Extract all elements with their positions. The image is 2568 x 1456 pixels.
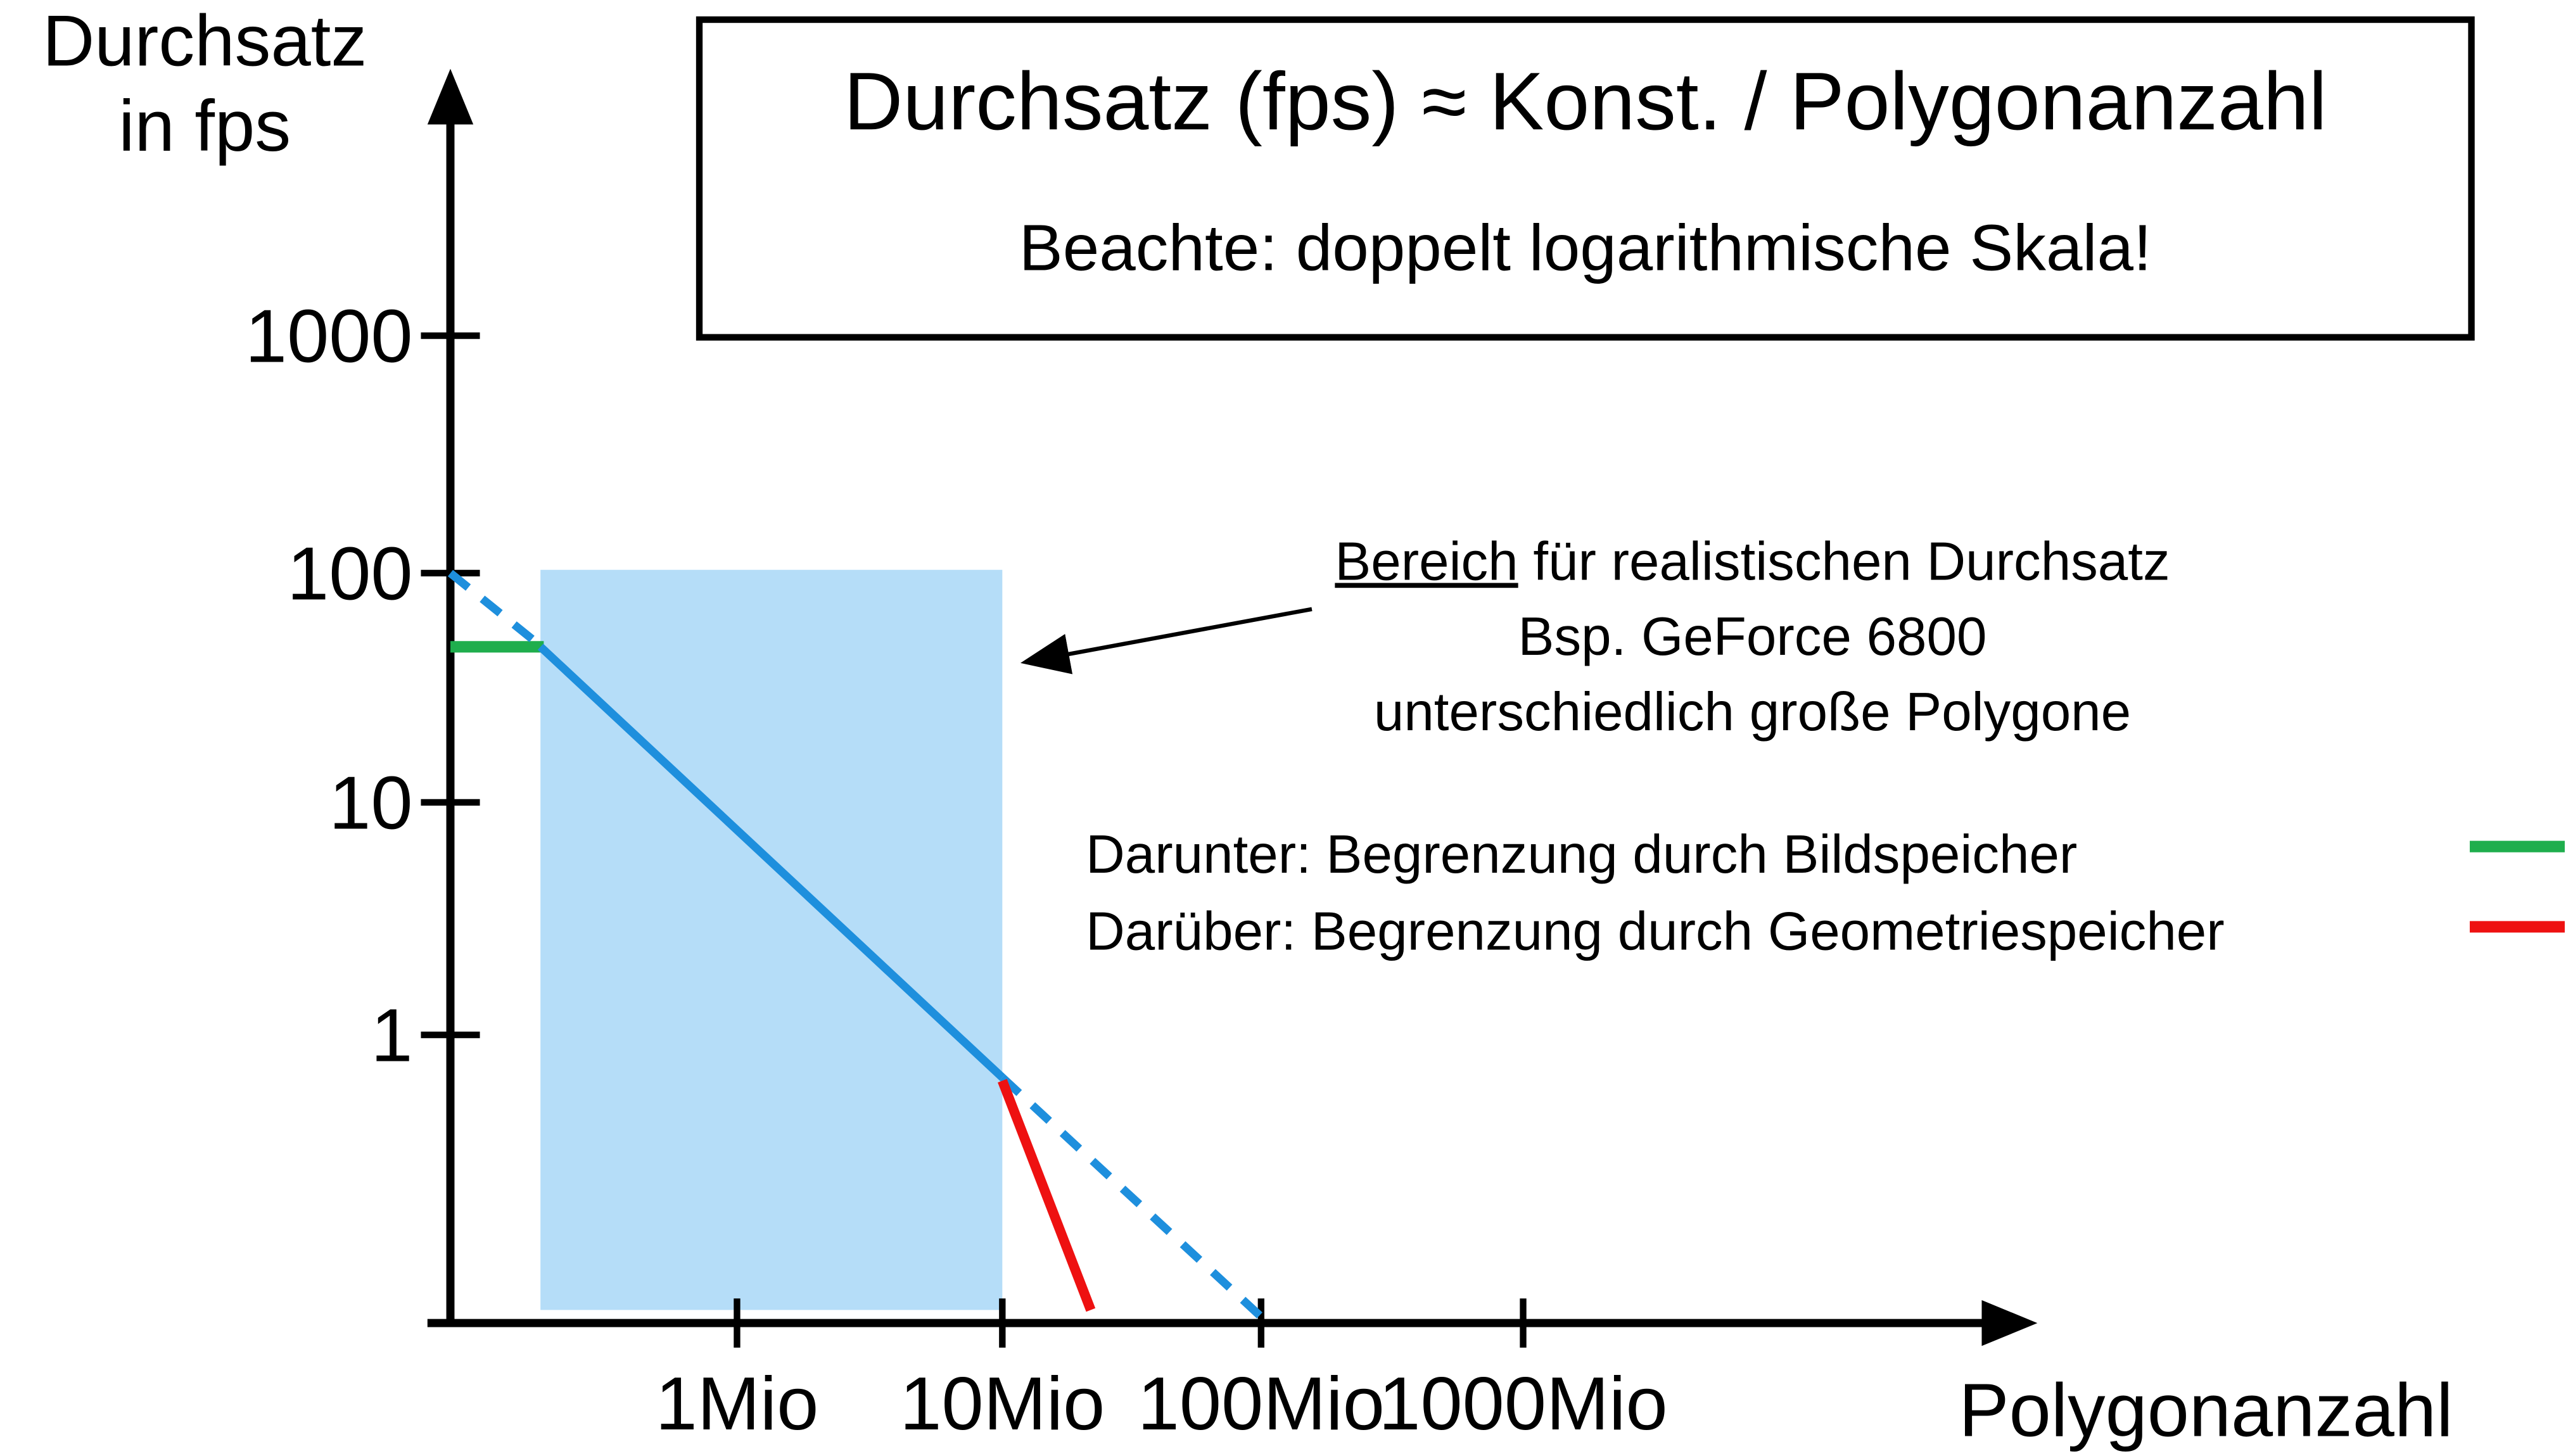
title-box: Durchsatz (fps) ≈ Konst. / Polygonanzahl…: [696, 16, 2475, 341]
x-axis-title: Polygonanzahl: [1959, 1367, 2453, 1453]
y-tick-label-1000: 1000: [245, 293, 413, 379]
region-annotation-line3: unterschiedlich große Polygone: [1373, 681, 2132, 742]
annotation-arrow: [1020, 607, 1313, 674]
annotation-bereich: Bereich: [1335, 530, 1518, 592]
ideal-line-dashed-upper: [447, 569, 547, 652]
y-tick-label-10: 10: [329, 759, 413, 845]
x-tick-label-100mio: 100Mio: [1137, 1360, 1385, 1446]
annotation-line1-rest: für realistischen Durchsatz: [1518, 530, 2170, 592]
x-tick-label-1000mio: 1000Mio: [1378, 1360, 1668, 1446]
y-tick-label-100: 100: [287, 530, 413, 616]
region-annotation-line1: Bereich für realistischen Durchsatz: [1245, 524, 2260, 599]
x-axis-arrowhead: [1981, 1300, 2038, 1346]
geometriespeicher-limit-line: [998, 1079, 1096, 1312]
y-axis-title-line2: in fps: [118, 87, 291, 167]
y-tick-label-1: 1: [371, 992, 413, 1078]
legend-label-geometriespeicher: Darüber: Begrenzung durch Geometriespeic…: [1086, 901, 2225, 961]
y-axis-title: Durchsatz in fps: [0, 0, 409, 170]
y-axis-title-line1: Durchsatz: [42, 1, 367, 82]
region-annotation: Bereich für realistischen Durchsatz Bsp.…: [1245, 524, 2260, 750]
x-tick-label-1mio: 1Mio: [655, 1360, 819, 1446]
region-annotation-line2: Bsp. GeForce 6800: [1518, 605, 1987, 667]
ideal-line-dashed-lower: [999, 1074, 1268, 1323]
chart-subtitle: Beachte: doppelt logarithmische Skala!: [1019, 213, 2152, 285]
chart-title: Durchsatz (fps) ≈ Konst. / Polygonanzahl: [843, 55, 2327, 148]
realistic-throughput-region: [540, 569, 1003, 1310]
y-axis-arrowhead: [427, 68, 474, 125]
realistic-throughput-line: [537, 643, 1005, 1080]
legend-label-bildspeicher: Darunter: Begrenzung durch Bildspeicher: [1086, 823, 2078, 885]
x-tick-label-10mio: 10Mio: [899, 1360, 1105, 1446]
